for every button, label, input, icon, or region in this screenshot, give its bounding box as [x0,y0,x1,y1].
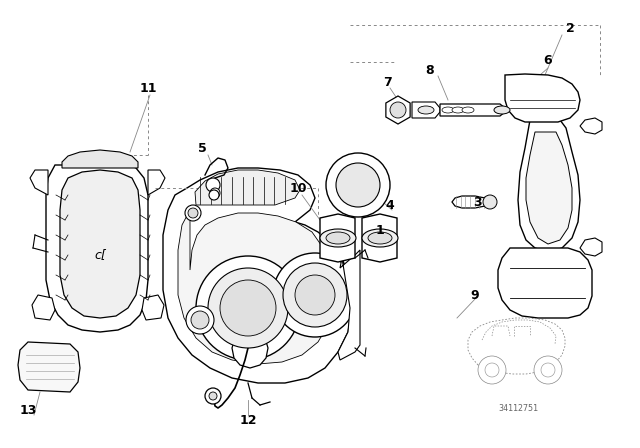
Polygon shape [18,342,80,392]
Ellipse shape [320,229,356,247]
Ellipse shape [462,107,474,113]
Polygon shape [60,170,140,318]
Circle shape [196,256,300,360]
Circle shape [188,208,198,218]
Text: 13: 13 [19,404,36,417]
Circle shape [326,153,390,217]
Circle shape [283,263,347,327]
Polygon shape [338,250,360,360]
Ellipse shape [326,232,350,244]
Ellipse shape [368,232,392,244]
Circle shape [336,163,380,207]
Circle shape [273,253,357,337]
Circle shape [209,190,219,200]
Circle shape [208,268,288,348]
Circle shape [541,363,555,377]
Text: 4: 4 [386,198,394,211]
Text: c[: c[ [94,249,106,262]
Text: 7: 7 [383,76,392,89]
Circle shape [205,388,221,404]
Polygon shape [142,295,164,320]
Polygon shape [32,295,55,320]
Circle shape [485,363,499,377]
Polygon shape [30,170,48,195]
Ellipse shape [452,107,464,113]
Polygon shape [452,196,488,208]
Text: 6: 6 [544,53,552,66]
Polygon shape [320,214,355,262]
Polygon shape [440,104,505,116]
Circle shape [210,188,220,198]
Polygon shape [163,168,352,383]
Ellipse shape [418,106,434,114]
Circle shape [191,311,209,329]
Text: 12: 12 [239,414,257,426]
Polygon shape [580,238,602,256]
Circle shape [295,275,335,315]
Polygon shape [498,248,592,318]
Polygon shape [505,74,580,122]
Text: 11: 11 [140,82,157,95]
Polygon shape [46,160,148,332]
Ellipse shape [362,229,398,247]
Circle shape [209,392,217,400]
Polygon shape [178,210,334,364]
Text: 2: 2 [566,22,574,34]
Polygon shape [386,96,410,124]
Circle shape [390,102,406,118]
Circle shape [206,178,220,192]
Polygon shape [526,132,572,244]
Circle shape [483,195,497,209]
Circle shape [185,205,201,221]
Polygon shape [362,214,397,262]
Polygon shape [232,328,268,368]
Text: 34112751: 34112751 [498,404,538,413]
Text: 10: 10 [289,181,307,194]
Text: 8: 8 [426,64,435,77]
Ellipse shape [494,106,510,114]
Text: 9: 9 [470,289,479,302]
Circle shape [478,356,506,384]
Text: 1: 1 [376,224,385,237]
Polygon shape [62,150,138,168]
Circle shape [186,306,214,334]
Polygon shape [412,102,440,118]
Polygon shape [195,170,300,205]
Polygon shape [580,118,602,134]
Ellipse shape [442,107,454,113]
Polygon shape [518,120,580,252]
Polygon shape [148,170,165,195]
Text: 5: 5 [198,142,206,155]
Circle shape [534,356,562,384]
Circle shape [220,280,276,336]
Text: 3: 3 [474,195,483,208]
